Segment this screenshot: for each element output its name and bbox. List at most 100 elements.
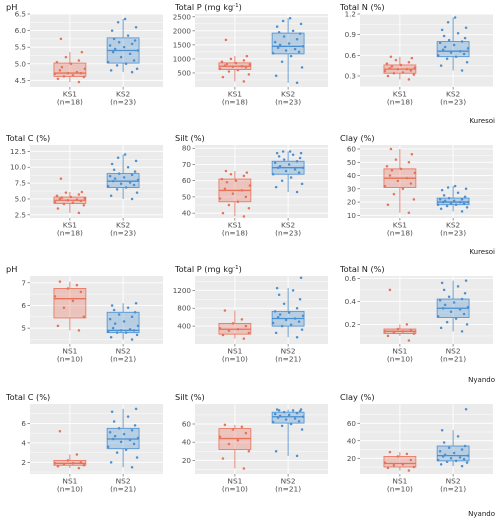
y-tick-label: 20: [347, 198, 357, 207]
box-ns2: [106, 301, 140, 341]
y-tick-label: 1500: [173, 40, 192, 49]
data-point: [295, 190, 299, 194]
data-point: [462, 457, 466, 461]
data-point: [445, 460, 449, 463]
data-point: [463, 36, 467, 40]
data-point: [109, 69, 113, 72]
data-point: [117, 172, 121, 175]
data-point: [449, 51, 453, 54]
data-point: [299, 151, 303, 155]
data-point: [134, 159, 138, 163]
category-label: NS1: [62, 477, 77, 486]
data-point: [458, 456, 462, 459]
data-point: [299, 22, 303, 26]
data-point: [300, 328, 304, 331]
data-point: [53, 200, 57, 204]
data-point: [126, 165, 130, 169]
data-point: [110, 410, 114, 414]
panel-title: Total N (%): [339, 264, 385, 274]
box-ns1: [218, 423, 252, 470]
category-label: KS2: [446, 90, 460, 99]
panel-background: [360, 14, 493, 87]
data-point: [133, 311, 137, 314]
data-point: [56, 77, 60, 80]
data-point: [439, 463, 443, 466]
data-point: [53, 72, 57, 75]
data-point: [53, 462, 57, 465]
data-point: [106, 60, 110, 64]
y-tick-label: 2500: [173, 12, 192, 21]
box-ks2: [106, 17, 140, 74]
data-point: [443, 303, 447, 307]
y-tick-label: 1.2: [345, 10, 356, 19]
data-point: [449, 202, 453, 205]
data-point: [133, 424, 137, 427]
sample-count-label: (n=18): [57, 229, 83, 238]
data-point: [134, 26, 138, 29]
data-point: [218, 197, 222, 200]
panel-8: Total P (mg kg-1) 400 800 1200 NS1(n=10) NS2(…: [173, 264, 328, 364]
data-point: [407, 60, 411, 64]
y-tick-label: 5: [21, 324, 26, 333]
data-point: [83, 197, 87, 200]
data-point: [240, 189, 244, 192]
data-point: [390, 168, 394, 172]
data-point: [409, 458, 413, 462]
data-point: [280, 424, 284, 428]
data-point: [291, 153, 295, 156]
data-point: [440, 281, 444, 285]
data-point: [234, 179, 238, 182]
data-point: [236, 439, 240, 442]
data-point: [66, 71, 70, 75]
data-point: [117, 40, 121, 44]
panel-11: Silt (%) 20 40 60 NS1(n=10) NS2(n=21): [175, 392, 328, 494]
sample-count-label: (n=21): [440, 355, 466, 364]
data-point: [225, 62, 229, 66]
data-point: [401, 71, 405, 74]
data-point: [136, 324, 140, 328]
data-point: [75, 283, 79, 287]
y-tick-label: 0.4: [345, 297, 357, 306]
data-point: [229, 172, 233, 176]
data-point: [236, 200, 240, 204]
data-point: [281, 19, 285, 23]
data-point: [412, 198, 416, 201]
data-point: [247, 450, 251, 453]
data-point: [388, 450, 392, 454]
data-point: [134, 407, 138, 411]
data-point: [460, 297, 464, 301]
y-tick-label: 2.5: [15, 210, 26, 219]
data-point: [115, 451, 119, 454]
data-point: [454, 55, 458, 58]
data-point: [221, 211, 225, 215]
data-point: [274, 74, 278, 78]
data-point: [275, 151, 279, 155]
data-point: [82, 464, 86, 467]
y-tick-label: 7: [21, 278, 26, 287]
y-tick-label: 6.0: [15, 26, 27, 35]
data-point: [441, 200, 445, 204]
data-point: [55, 194, 59, 198]
data-point: [407, 78, 411, 81]
data-point: [115, 188, 119, 191]
data-point: [289, 422, 293, 426]
data-point: [405, 323, 409, 326]
data-point: [289, 323, 293, 327]
y-tick-label: 4: [21, 438, 26, 447]
data-point: [119, 440, 123, 444]
data-point: [108, 317, 112, 321]
data-point: [244, 324, 248, 328]
data-point: [110, 162, 114, 166]
data-point: [62, 463, 66, 466]
data-point: [301, 415, 305, 418]
category-label: NS1: [227, 347, 242, 356]
data-point: [128, 181, 132, 184]
data-point: [438, 198, 442, 201]
y-tick-label: 2: [21, 458, 26, 467]
data-point: [439, 326, 443, 330]
data-point: [64, 191, 68, 194]
data-point: [223, 309, 227, 312]
category-label: KS1: [228, 90, 243, 99]
data-point: [117, 427, 121, 430]
box-ks2: [436, 184, 470, 213]
